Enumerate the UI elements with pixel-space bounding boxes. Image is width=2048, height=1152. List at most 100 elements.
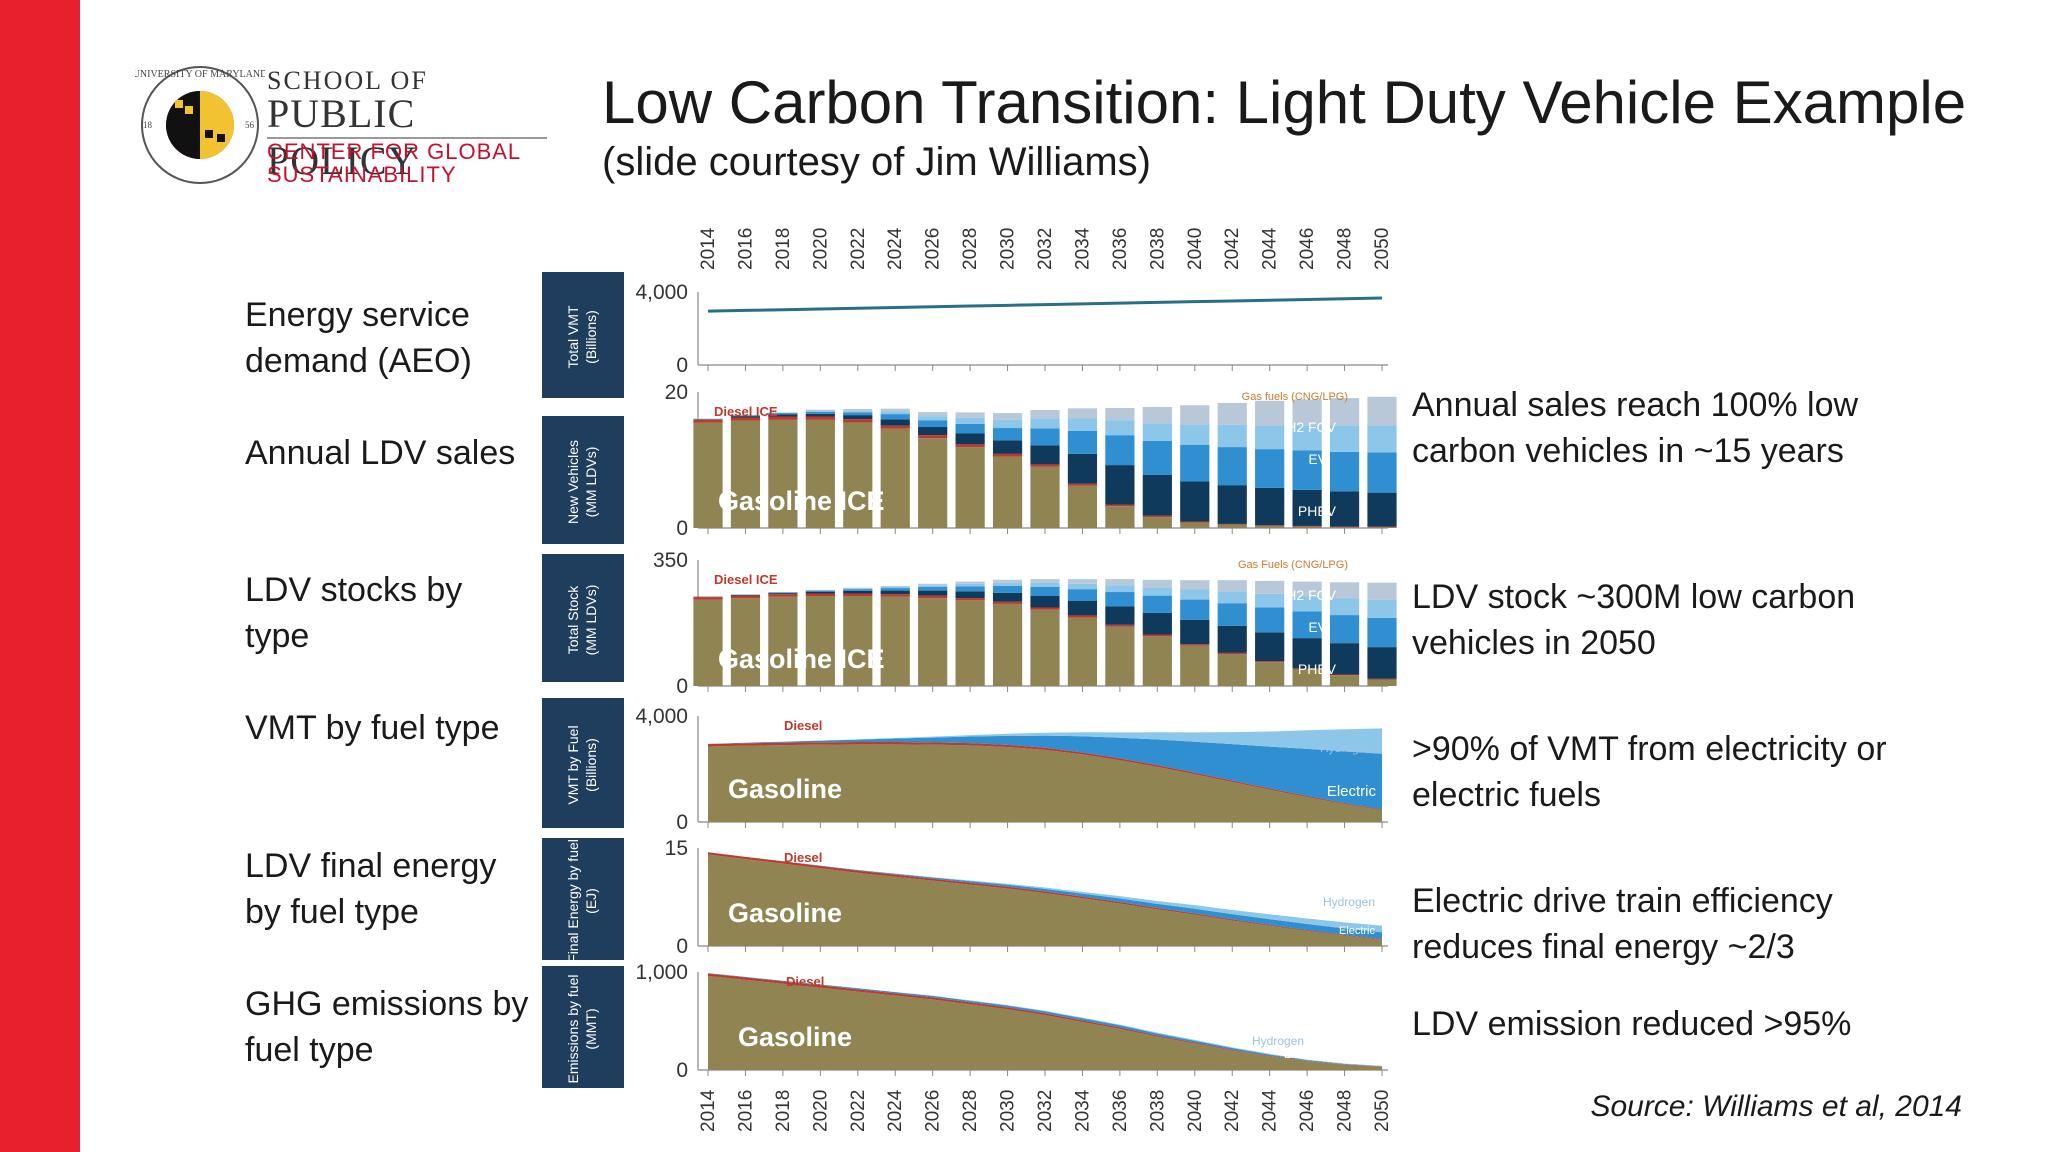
bar-segment-ev — [955, 423, 985, 434]
year-tick-label-bottom: 2026 — [923, 1090, 944, 1132]
year-tick-label-bottom: 2046 — [1297, 1090, 1318, 1132]
bar-segment-h2-fcv — [1142, 587, 1172, 596]
y-tick-label-max: 15 — [665, 837, 688, 860]
area-electric — [708, 735, 1382, 810]
chart-label-diesel: Diesel — [786, 974, 824, 989]
year-tick-label-top: 2040 — [1185, 228, 1206, 270]
bar-segment-gasoline-ice — [1292, 669, 1322, 686]
bar-segment-gas-fuels-cng-lpg- — [1180, 405, 1210, 425]
y-tick-label-zero: 0 — [676, 354, 688, 377]
bar-segment-diesel-ice — [1367, 678, 1397, 680]
chart-label-h2-fcv: H2 FCV — [1286, 419, 1336, 435]
bar-segment-diesel-ice — [1292, 525, 1322, 527]
panel-label-box — [542, 838, 624, 960]
panel-label-box — [542, 698, 624, 828]
y-tick-label-zero: 0 — [676, 1059, 688, 1082]
bar-segment-diesel-ice — [805, 416, 835, 420]
left-label-final-energy: LDV final energy by fuel type — [245, 847, 497, 931]
svg-text:56: 56 — [245, 120, 255, 130]
bar-segment-phev — [1292, 638, 1322, 669]
bar-segment-gasoline-ice — [1292, 526, 1322, 528]
bar-segment-diesel-ice — [730, 595, 761, 599]
chart-label-electric: Electric — [1339, 925, 1376, 937]
chart-label-gasoline: Gasoline — [728, 774, 842, 804]
area-gasoline — [708, 975, 1382, 1070]
bar-segment-gasoline-ice — [1367, 679, 1397, 686]
chart-label-gasoline: Gasoline — [738, 1022, 852, 1052]
bar-segment-ev — [880, 414, 910, 420]
bar-segment-h2-fcv — [1292, 596, 1322, 612]
bar-segment-diesel-ice — [1180, 644, 1210, 646]
year-tick-label-bottom: 2014 — [698, 1089, 719, 1132]
bar-segment-diesel-ice — [992, 453, 1023, 457]
bar-segment-gas-fuels-cng-lpg- — [1255, 400, 1285, 426]
bar-segment-gas-fuels-cng-lpg- — [1030, 579, 1060, 583]
bar-segment-gasoline-ice — [1217, 524, 1247, 528]
right-label-efficiency: Electric drive train efficiency reduces … — [1412, 882, 1833, 966]
bar-segment-diesel-ice — [1030, 607, 1060, 610]
y-tick-label-max: 4,000 — [635, 705, 688, 728]
bar-segment-gasoline-ice — [693, 422, 723, 528]
bar-segment-gas-fuels-cng-lpg- — [843, 587, 873, 589]
year-tick-label-top: 2042 — [1222, 228, 1243, 270]
bar-segment-h2-fcv — [1329, 598, 1360, 616]
right-label-emissions: LDV emission reduced >95% — [1412, 1005, 1852, 1043]
year-tick-label-top: 2048 — [1335, 228, 1356, 270]
panel-ylabel-unit: (MM LDVs) — [583, 585, 599, 656]
panel-ylabel: Total Stock — [565, 585, 581, 654]
bar-segment-ev — [955, 586, 985, 592]
bar-segment-diesel-ice — [1142, 515, 1172, 518]
bar-segment-h2-fcv — [918, 416, 948, 421]
bar-segment-h2-fcv — [1180, 589, 1210, 600]
bar-segment-diesel-ice — [768, 416, 798, 420]
bar-segment-h2-fcv — [1217, 424, 1247, 448]
year-tick-label-bottom: 2048 — [1335, 1090, 1356, 1132]
bar-segment-gas-fuels-cng-lpg- — [955, 412, 985, 418]
bar-segment-phev — [1367, 492, 1397, 527]
bar-segment-h2-fcv — [1292, 425, 1322, 451]
bar-segment-h2-fcv — [1217, 591, 1247, 604]
bar-segment-diesel-ice — [1217, 523, 1247, 525]
bar-segment-diesel-ice — [955, 444, 985, 448]
y-tick-label-max: 1,000 — [635, 961, 688, 984]
bar-segment-diesel-ice — [1105, 624, 1135, 627]
bar-segment-gasoline-ice — [1255, 525, 1285, 528]
bar-segment-gas-fuels-cng-lpg- — [730, 414, 761, 416]
bar-segment-phev — [1142, 612, 1172, 635]
bar-segment-gas-fuels-cng-lpg- — [1329, 398, 1360, 426]
bar-segment-gasoline-ice — [843, 422, 873, 528]
chart-label-diesel-ice: Diesel ICE — [714, 404, 778, 419]
bar-segment-diesel-ice — [693, 597, 723, 600]
bar-segment-ev — [768, 592, 798, 594]
total-vmt-line — [707, 296, 1383, 313]
year-tick-label-top: 2024 — [885, 227, 906, 270]
left-label-vmt: VMT by fuel type — [245, 709, 500, 747]
bar-segment-ev — [1067, 589, 1098, 601]
bar-segment-phev — [992, 592, 1023, 602]
bar-segment-ev — [1367, 617, 1397, 648]
bar-segment-ev — [730, 415, 761, 417]
year-tick-label-top: 2044 — [1260, 227, 1281, 270]
bar-segment-h2-fcv — [880, 587, 910, 589]
bar-segment-gasoline-ice — [1030, 466, 1060, 528]
bar-segment-diesel-ice — [693, 419, 723, 423]
bar-segment-gas-fuels-cng-lpg- — [918, 412, 948, 417]
bar-segment-gasoline-ice — [805, 419, 835, 528]
y-tick-label-zero: 0 — [676, 675, 688, 698]
chart-label-phev: PHEV — [1298, 661, 1337, 677]
bar-segment-diesel-ice — [843, 593, 873, 596]
bar-segment-gasoline-ice — [955, 447, 985, 528]
slide-subtitle: (slide courtesy of Jim Williams) — [602, 140, 1151, 184]
bar-segment-h2-fcv — [992, 582, 1023, 586]
bar-segment-ev — [1142, 595, 1172, 613]
panel-ylabel: New Vehicles — [565, 440, 581, 524]
bar-segment-gasoline-ice — [730, 598, 761, 686]
bar-segment-h2-fcv — [918, 585, 948, 587]
bar-segment-phev — [880, 419, 910, 426]
bar-segment-ev — [843, 589, 873, 591]
year-tick-label-top: 2036 — [1110, 228, 1131, 270]
year-tick-label-bottom: 2016 — [735, 1090, 756, 1132]
bar-segment-gas-fuels-cng-lpg- — [992, 579, 1023, 583]
bar-segment-gas-fuels-cng-lpg- — [880, 585, 910, 587]
bar-segment-gasoline-ice — [955, 600, 985, 686]
